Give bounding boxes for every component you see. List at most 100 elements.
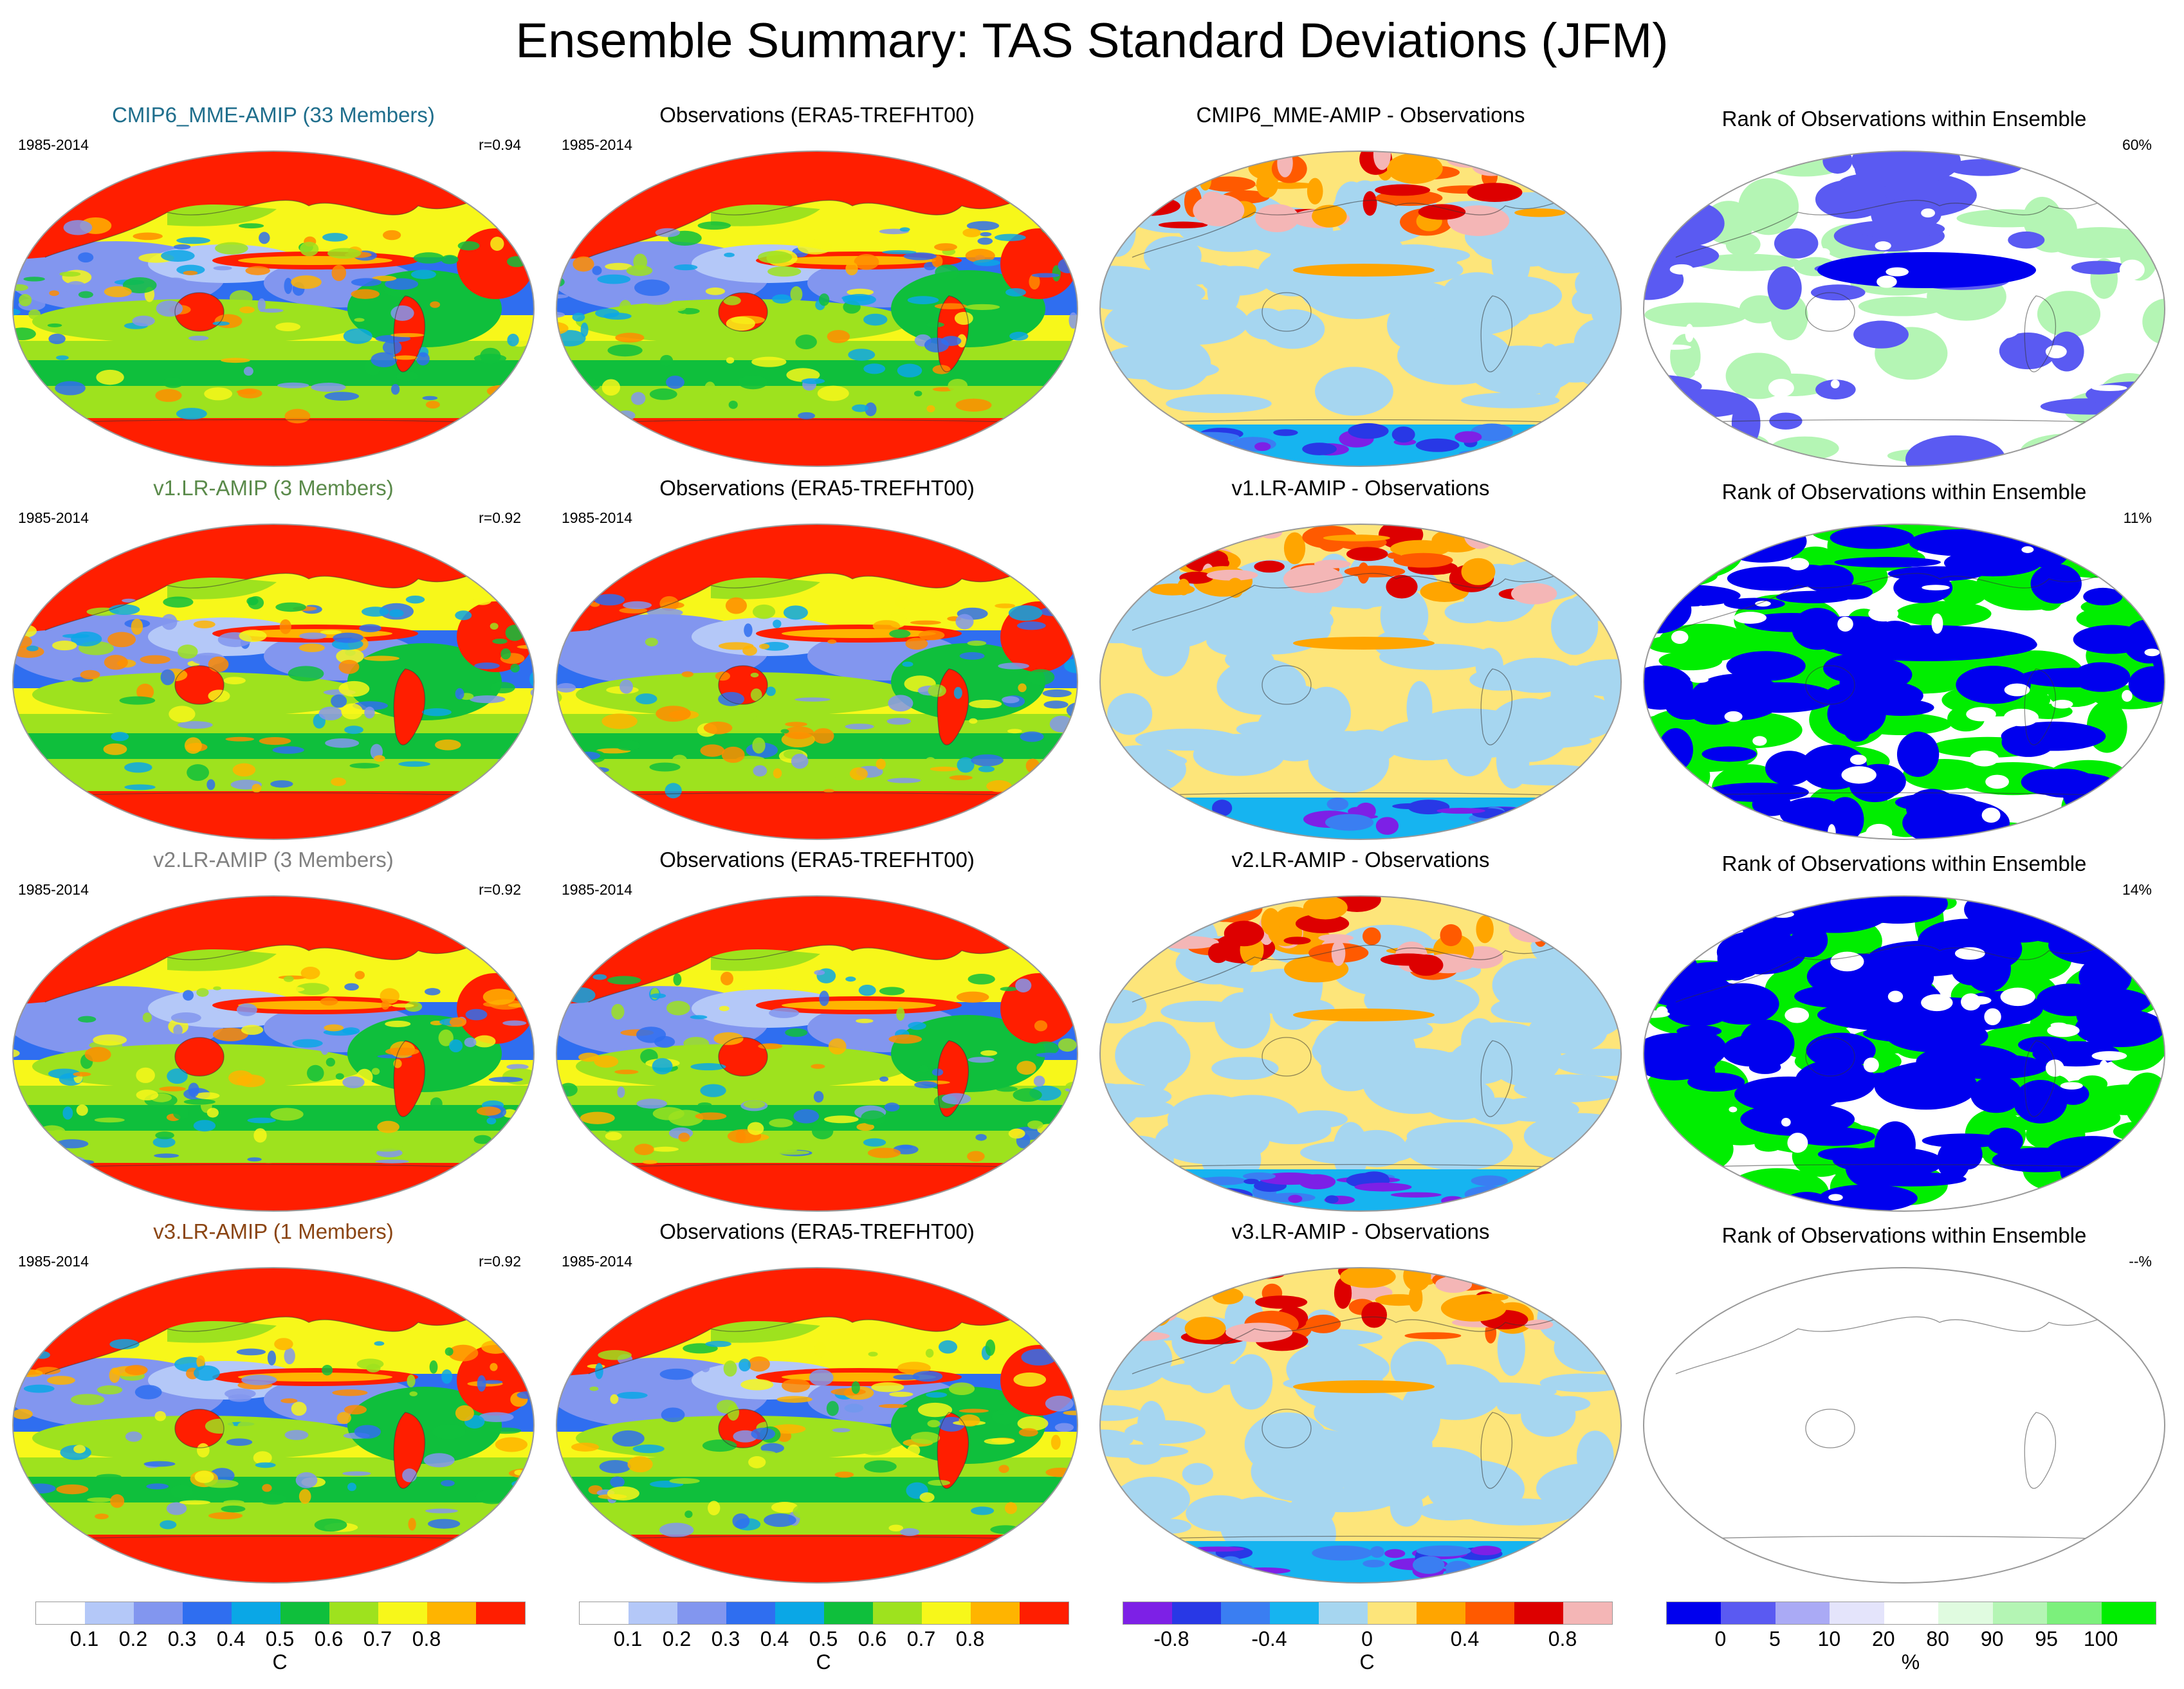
- map-obs: [556, 151, 1078, 467]
- figure-title: Ensemble Summary: TAS Standard Deviation…: [515, 14, 1669, 68]
- colorbar-unit: C: [1359, 1650, 1375, 1674]
- colorbar-swatch: [1270, 1602, 1319, 1624]
- map-field: [13, 896, 534, 1211]
- map-diff: [1099, 151, 1622, 467]
- colorbar-unit: %: [1901, 1650, 1920, 1674]
- colorbar-tick-label: 0.7: [906, 1627, 936, 1650]
- map-panel-rank: Rank of Observations within Ensemble 60%: [1637, 103, 2171, 476]
- map-outline: [556, 151, 1078, 467]
- colorbar-swatch: [1368, 1602, 1417, 1624]
- colorbar-tick-label: 0.1: [69, 1627, 99, 1650]
- colorbar-swatches: [1123, 1602, 1613, 1625]
- panel-title: v2.LR-AMIP (3 Members): [153, 848, 394, 872]
- colorbar-swatch: [775, 1602, 824, 1624]
- map-rank: [1643, 151, 2165, 467]
- period-label: 1985-2014: [562, 1253, 632, 1270]
- map-outline: [1643, 1267, 2165, 1584]
- colorbar: 0 5 10 20 80 90 95 100%: [1666, 1602, 2156, 1679]
- colorbar-tick-label: 0.6: [314, 1627, 344, 1650]
- colorbar-swatch: [971, 1602, 1020, 1624]
- colorbar-swatch: [873, 1602, 922, 1624]
- colorbar-swatch: [1417, 1602, 1465, 1624]
- panel-title: v1.LR-AMIP (3 Members): [153, 476, 394, 500]
- colorbar-tick-label: 0.2: [662, 1627, 692, 1650]
- colorbar-swatch: [1775, 1602, 1830, 1624]
- map-panel-diff: v1.LR-AMIP - Observations: [1094, 476, 1628, 849]
- colorbar-swatch: [1992, 1602, 2048, 1624]
- map-obs: [556, 895, 1078, 1212]
- correlation-label: r=0.92: [479, 1253, 521, 1270]
- map-outline: [1643, 895, 2165, 1212]
- colorbar-tick-label: 0.5: [809, 1627, 838, 1650]
- map-panel-model: v1.LR-AMIP (3 Members) 1985-2014 r=0.92: [6, 476, 540, 849]
- period-label: 1985-2014: [562, 881, 632, 898]
- colorbar-tick-label: 100: [2083, 1627, 2118, 1650]
- correlation-label: r=0.92: [479, 881, 521, 898]
- colorbar-tick-label: 0.8: [955, 1627, 985, 1650]
- colorbar-swatches: [579, 1602, 1069, 1625]
- correlation-label: r=0.92: [479, 509, 521, 526]
- map-panel-obs: Observations (ERA5-TREFHT00) 1985-2014: [550, 476, 1084, 849]
- panel-title: v3.LR-AMIP - Observations: [1231, 1219, 1490, 1243]
- colorbar-swatches: [1666, 1602, 2156, 1625]
- colorbar-tick-label: -0.4: [1251, 1627, 1287, 1650]
- map-outline: [556, 524, 1078, 840]
- colorbar-tick-label: 0.3: [167, 1627, 197, 1650]
- panel-title: Observations (ERA5-TREFHT00): [659, 1219, 975, 1243]
- map-field: [13, 524, 534, 839]
- colorbar-swatch: [1123, 1602, 1172, 1624]
- map-panel-model: v2.LR-AMIP (3 Members) 1985-2014 r=0.92: [6, 848, 540, 1221]
- colorbar-swatch: [1172, 1602, 1221, 1624]
- panel-title: Rank of Observations within Ensemble: [1721, 1223, 2087, 1247]
- colorbar-tick-label: 90: [1980, 1627, 2004, 1650]
- map-outline: [12, 895, 535, 1212]
- colorbar-swatch: [476, 1602, 525, 1624]
- colorbar-tick-label: 0.6: [858, 1627, 887, 1650]
- colorbar-swatch: [1465, 1602, 1514, 1624]
- colorbar-swatch: [2047, 1602, 2102, 1624]
- colorbar-tick-label: 0.8: [412, 1627, 441, 1650]
- map-field: [1100, 524, 1621, 839]
- panel-title: Observations (ERA5-TREFHT00): [659, 103, 975, 127]
- colorbar-swatch: [134, 1602, 183, 1624]
- colorbar-tick-label: 20: [1871, 1627, 1895, 1650]
- map-diff: [1099, 524, 1622, 840]
- colorbar-swatch: [85, 1602, 134, 1624]
- map-outline: [12, 524, 535, 840]
- colorbar: -0.8 -0.4 0 0.4 0.8 C: [1123, 1602, 1613, 1679]
- map-field: [13, 1268, 534, 1583]
- colorbar-tick-label: 0.8: [1548, 1627, 1577, 1650]
- colorbar-swatch: [1020, 1602, 1069, 1624]
- map-panel-diff: v2.LR-AMIP - Observations: [1094, 848, 1628, 1221]
- map-field: [1100, 151, 1621, 466]
- map-field: [1100, 896, 1621, 1211]
- map-field: [556, 151, 1078, 466]
- colorbar-swatch: [922, 1602, 971, 1624]
- colorbar-unit: C: [816, 1650, 831, 1674]
- colorbar-swatch: [36, 1602, 85, 1624]
- colorbar-swatch: [1563, 1602, 1612, 1624]
- map-panel-diff: CMIP6_MME-AMIP - Observations: [1094, 103, 1628, 476]
- panel-title: Observations (ERA5-TREFHT00): [659, 476, 975, 500]
- map-model: [12, 895, 535, 1212]
- map-panel-diff: v3.LR-AMIP - Observations: [1094, 1219, 1628, 1593]
- map-field: [13, 151, 534, 466]
- map-outline: [12, 151, 535, 467]
- colorbar-unit: C: [272, 1650, 288, 1674]
- map-field: [1644, 524, 2165, 839]
- map-panel-obs: Observations (ERA5-TREFHT00) 1985-2014: [550, 848, 1084, 1221]
- map-field: [556, 1268, 1078, 1583]
- colorbar-swatch: [726, 1602, 775, 1624]
- colorbar-tick-label: 10: [1817, 1627, 1841, 1650]
- map-field: [1644, 1268, 2165, 1583]
- rank-percent-label: 60%: [2122, 136, 2152, 153]
- colorbar-swatch: [677, 1602, 726, 1624]
- colorbar-tick-label: 0.3: [711, 1627, 740, 1650]
- colorbar-tick-label: 0.1: [613, 1627, 643, 1650]
- colorbar-swatch: [1938, 1602, 1993, 1624]
- panel-title: v2.LR-AMIP - Observations: [1231, 848, 1490, 872]
- panel-title: v3.LR-AMIP (1 Members): [153, 1219, 394, 1243]
- colorbar-swatches: [35, 1602, 526, 1625]
- map-outline: [1099, 524, 1622, 840]
